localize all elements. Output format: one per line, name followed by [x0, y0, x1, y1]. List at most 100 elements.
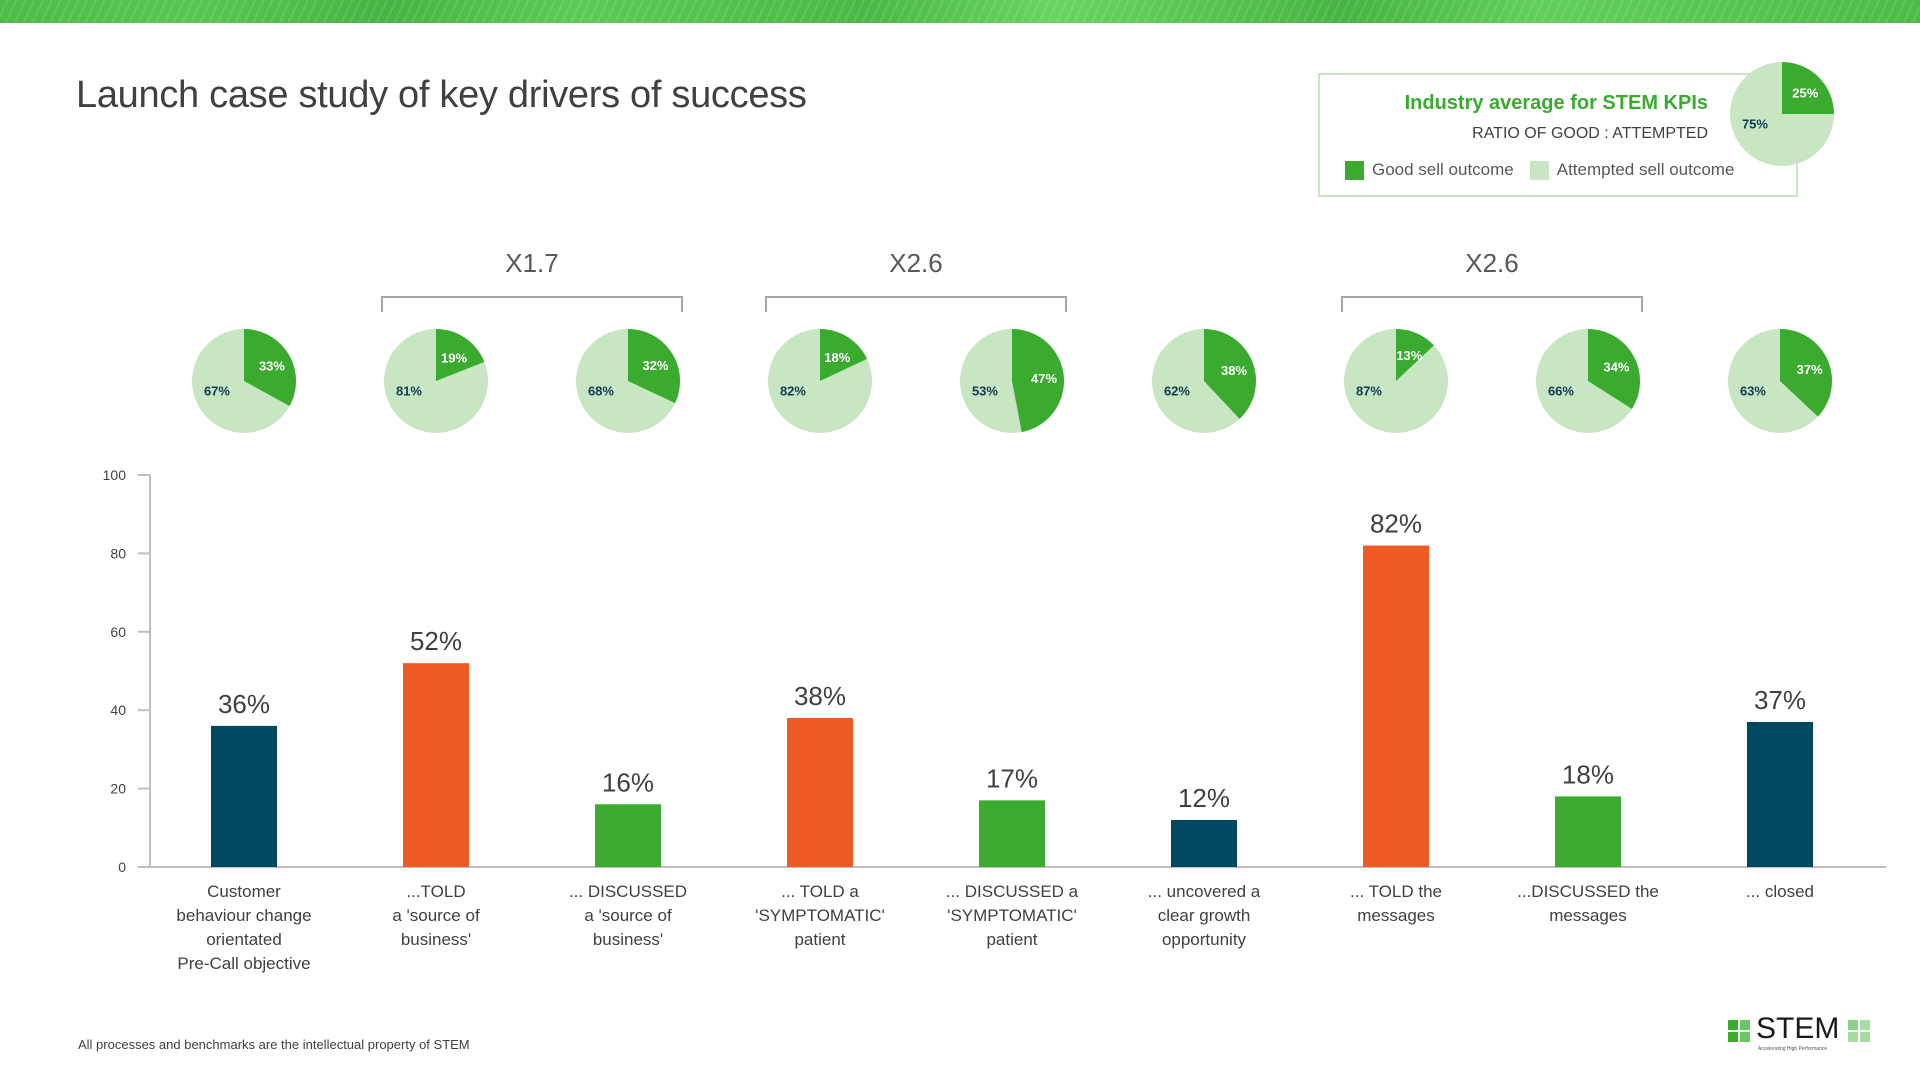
x-category-label: ... TOLD a 'SYMPTOMATIC' patient [725, 880, 915, 952]
x-category-label-line: business' [400, 930, 472, 949]
x-category-label-line: ... uncovered a [1147, 882, 1261, 901]
multiplier-bracket [1341, 296, 1643, 312]
x-category-label-line: Pre-Call objective [177, 954, 311, 973]
x-category-label-line: ... TOLD a [781, 882, 859, 901]
y-tick-label: 80 [110, 545, 126, 561]
pie-label-good: 18% [824, 350, 850, 365]
pie-chart: 47% 53% [960, 329, 1064, 433]
x-category-label-line: Customer [207, 882, 281, 901]
x-category-label-line: behaviour change [176, 906, 312, 925]
pie-label-attempted: 53% [972, 384, 998, 399]
pie-slice-good [1204, 329, 1256, 419]
pie-slice-good [1782, 62, 1834, 114]
bar-value-label: 38% [794, 681, 846, 711]
x-category-label: ... DISCUSSED a 'SYMPTOMATIC' patient [917, 880, 1107, 952]
pie-slice-good [1780, 329, 1832, 417]
pie-label-good: 13% [1396, 348, 1422, 363]
pie-label-attempted: 63% [1740, 384, 1766, 399]
bar-value-label: 17% [986, 763, 1038, 793]
x-category-label: ...DISCUSSED the messages [1493, 880, 1683, 928]
x-category-label-line: ... TOLD the [1350, 882, 1442, 901]
x-category-label: ... DISCUSSED a 'source of business' [533, 880, 723, 952]
bar-value-label: 52% [410, 626, 462, 656]
legend-subtitle: RATIO OF GOOD : ATTEMPTED [1472, 125, 1708, 142]
x-category-label-line: a 'source of [392, 906, 480, 925]
logo-tagline: Accelerating High Performance [1758, 1046, 1828, 1052]
pie-slice-good [436, 329, 485, 381]
pie-label-good: 34% [1603, 359, 1629, 374]
multiplier-bracket [765, 296, 1067, 312]
bar [211, 725, 277, 867]
pie-label-good: 38% [1221, 363, 1247, 378]
banner-texture [0, 0, 1920, 23]
pie-label-good: 32% [642, 358, 668, 373]
y-tick-label: 0 [118, 859, 126, 875]
pie-chart-industry: 25% 75% [1730, 62, 1834, 166]
stem-logo: STEM Accelerating High Performance [1728, 1012, 1873, 1054]
pie-chart: 32% 68% [576, 329, 680, 433]
legend-title: Industry average for STEM KPIs [1404, 92, 1708, 114]
bar-value-label: 18% [1562, 759, 1614, 789]
x-category-label-line: patient [986, 930, 1038, 949]
pie-chart: 13% 87% [1344, 329, 1448, 433]
pie-label-attempted: 75% [1742, 117, 1768, 132]
y-tick-label: 100 [103, 467, 127, 483]
pie-slice-good [1012, 329, 1064, 433]
bar-value-label: 16% [602, 767, 654, 797]
header-banner [0, 0, 1920, 23]
legend-swatch-attempted [1529, 160, 1549, 180]
x-category-label-line: opportunity [1161, 930, 1247, 949]
logo-grid-icon [1728, 1020, 1750, 1042]
pie-label-attempted: 67% [204, 384, 230, 399]
pie-label-good: 33% [259, 359, 285, 374]
bar [595, 804, 661, 867]
pie-chart: 19% 81% [384, 329, 488, 433]
bar-value-label: 82% [1370, 509, 1422, 539]
bar [403, 663, 469, 867]
industry-average-legend: Industry average for STEM KPIs RATIO OF … [1318, 73, 1798, 197]
x-category-label-line: messages [1357, 906, 1435, 925]
bar [1171, 819, 1237, 867]
x-category-label-line: ... DISCUSSED a [945, 882, 1079, 901]
page-title: Launch case study of key drivers of succ… [76, 74, 807, 116]
x-category-label-line: ...TOLD [406, 882, 466, 901]
x-category-label-line: messages [1549, 906, 1627, 925]
x-category-label: ... TOLD the messages [1301, 880, 1491, 928]
logo-grid-icon-right [1848, 1020, 1870, 1042]
bar [979, 800, 1045, 867]
logo-wordmark: STEM [1756, 1012, 1840, 1045]
x-category-label-line: patient [794, 930, 846, 949]
pie-label-attempted: 66% [1548, 384, 1574, 399]
x-category-label-line: ... DISCUSSED [568, 882, 688, 901]
legend-swatch-good [1345, 160, 1364, 180]
bar [1555, 796, 1621, 867]
pie-label-good: 19% [441, 350, 467, 365]
pie-label-good: 47% [1031, 371, 1057, 386]
pie-chart: 33% 67% [192, 329, 296, 433]
pie-label-attempted: 68% [588, 384, 614, 399]
x-category-label: Customer behaviour change orientated Pre-Ca… [149, 880, 339, 976]
multiplier-bracket [381, 296, 683, 312]
pie-label-attempted: 62% [1164, 384, 1190, 399]
pie-label-attempted: 81% [396, 384, 422, 399]
pie-slice-good [244, 329, 296, 407]
pie-slice-good [1588, 329, 1640, 409]
x-category-label: ...TOLD a 'source of business' [341, 880, 531, 952]
x-category-label-line: ... closed [1745, 882, 1815, 901]
pie-label-attempted: 82% [780, 384, 806, 399]
pie-slice-good [628, 329, 680, 404]
y-tick-label: 40 [110, 702, 126, 718]
x-category-label-line: 'SYMPTOMATIC' [755, 906, 885, 925]
pie-slice-good [820, 329, 868, 381]
x-category-label-line: business' [592, 930, 664, 949]
y-tick-label: 20 [110, 781, 126, 797]
bar [1363, 545, 1429, 867]
bar-value-label: 36% [218, 689, 270, 719]
multiplier-label: X2.6 [1465, 248, 1519, 278]
y-tick-label: 60 [110, 624, 126, 640]
pie-chart: 38% 62% [1152, 329, 1256, 433]
pie-chart: 18% 82% [768, 329, 872, 433]
bar [1747, 721, 1813, 867]
pie-label-attempted: 87% [1356, 384, 1382, 399]
